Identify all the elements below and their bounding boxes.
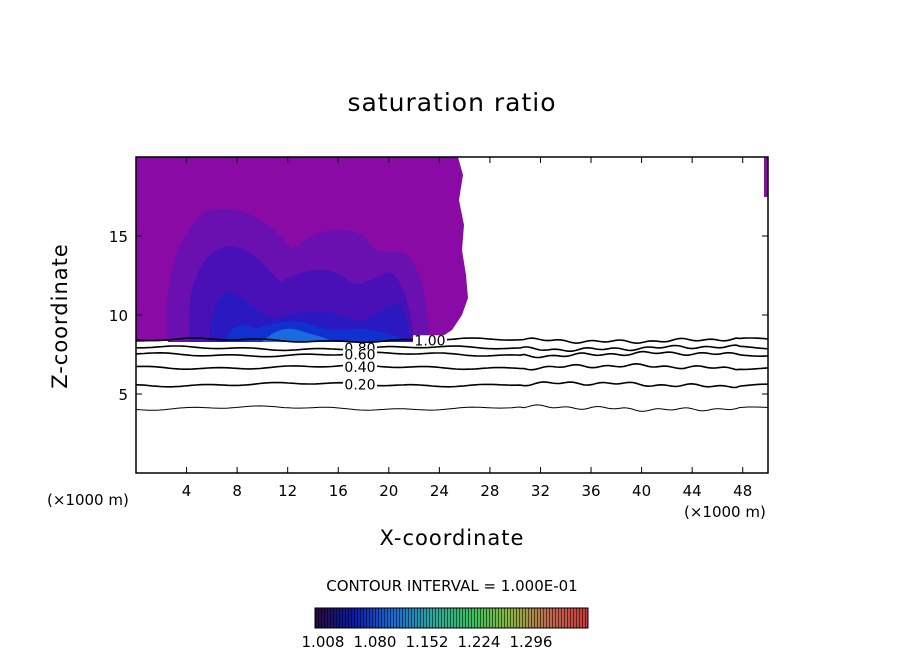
- y-tick-label: 15: [109, 228, 128, 246]
- colorbar-labels: 1.008 1.080 1.152 1.224 1.296: [302, 633, 553, 651]
- contour-interval-text: CONTOUR INTERVAL = 1.000E-01: [326, 577, 578, 595]
- colorbar-hatch: [315, 608, 588, 628]
- contour-line: [135, 337, 769, 345]
- colorbar: [314, 607, 589, 629]
- contour-line: [136, 344, 769, 352]
- y-axis-label: Z-coordinate: [48, 243, 72, 389]
- x-scale-note-left: (×1000 m): [47, 491, 129, 509]
- field-level-6: [262, 328, 334, 342]
- field-edge-patch: [764, 157, 768, 197]
- chart-title: saturation ratio: [347, 88, 557, 117]
- x-axis-label: X-coordinate: [379, 526, 525, 550]
- contour-label-gap: [343, 349, 377, 360]
- colorbar-label: 1.224: [458, 633, 501, 651]
- x-tick-label: 32: [531, 482, 550, 500]
- y-tick-label: 10: [109, 307, 128, 325]
- colorbar-label: 1.008: [302, 633, 345, 651]
- contour-label: 1.00: [414, 333, 445, 349]
- x-tick-label: 24: [430, 482, 449, 500]
- colorbar-label: 1.296: [510, 633, 553, 651]
- saturation-field: [136, 157, 768, 342]
- x-tick-label: 40: [632, 482, 651, 500]
- contour-line: [135, 381, 768, 389]
- contour-line: [135, 404, 769, 412]
- contour-label: 0.40: [344, 360, 375, 376]
- y-tick-label: 5: [118, 386, 128, 404]
- colorbar-label: 1.152: [406, 633, 449, 651]
- x-tick-label: 12: [278, 482, 297, 500]
- contour-label: 0.20: [344, 378, 375, 394]
- x-tick-label: 16: [329, 482, 348, 500]
- x-tick-label: 36: [581, 482, 600, 500]
- contour-label-gap: [413, 335, 447, 346]
- x-tick-label: 20: [379, 482, 398, 500]
- contour-line: [135, 362, 769, 371]
- x-scale-note-right: (×1000 m): [684, 503, 766, 521]
- contour-label-gap: [343, 362, 377, 373]
- x-axis-ticks: 4 8 12 16 20 24 28 32 36 40 44 48: [182, 157, 752, 500]
- contour-lines: [135, 337, 769, 412]
- contour-labels: 1.000.800.600.400.20: [343, 333, 447, 394]
- contour-label: 0.60: [344, 348, 375, 364]
- contour-label-gap: [343, 379, 377, 390]
- x-tick-label: 48: [733, 482, 752, 500]
- contour-line: [135, 350, 769, 359]
- colorbar-border: [314, 607, 589, 629]
- colorbar-label: 1.080: [354, 633, 397, 651]
- contour-label-gap: [343, 343, 377, 354]
- x-tick-label: 8: [232, 482, 242, 500]
- y-axis-ticks: 5 10 15: [109, 228, 768, 404]
- x-tick-label: 28: [480, 482, 499, 500]
- x-tick-label: 4: [182, 482, 192, 500]
- x-tick-label: 44: [683, 482, 702, 500]
